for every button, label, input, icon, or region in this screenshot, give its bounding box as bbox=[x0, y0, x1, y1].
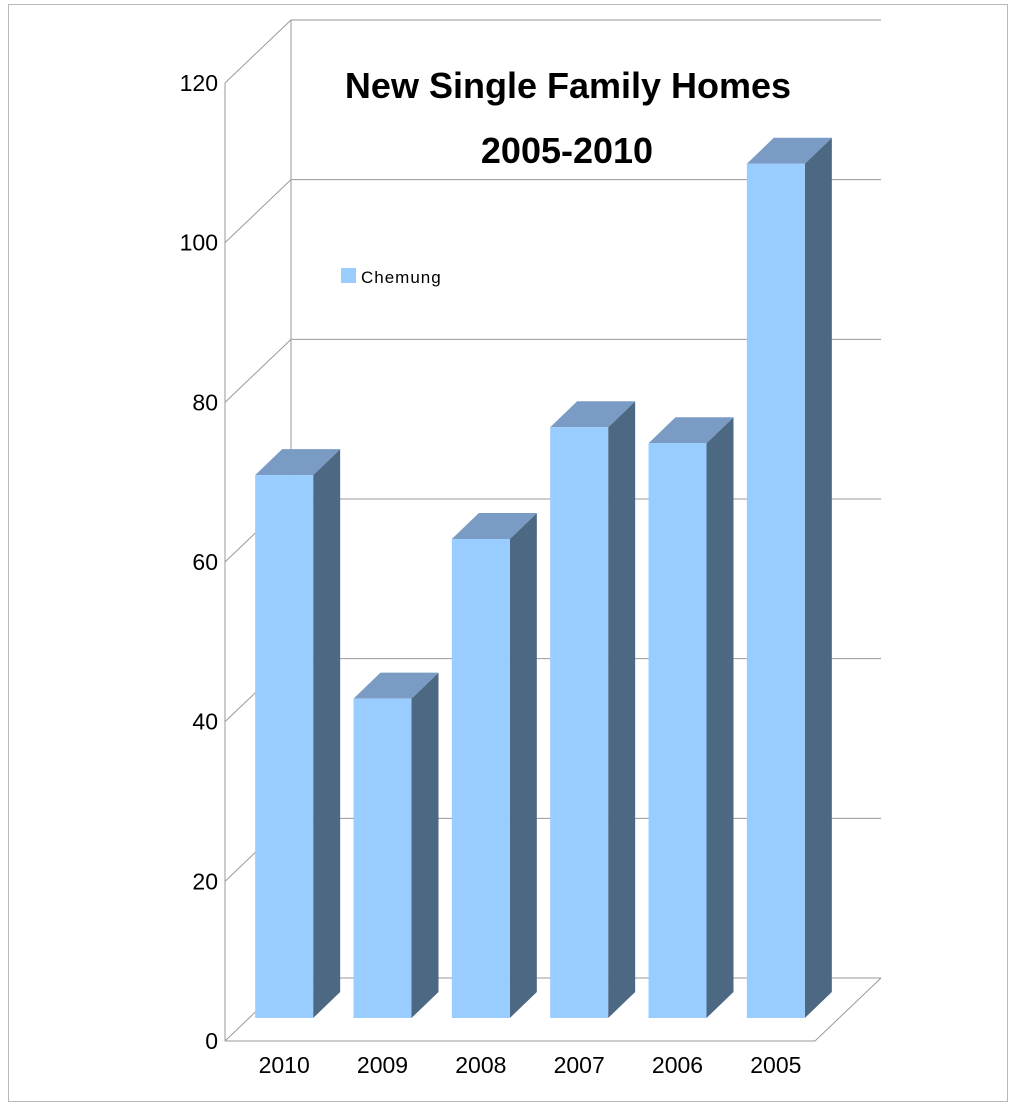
bar-top-2005 bbox=[746, 137, 832, 164]
y-tick-label: 0 bbox=[205, 1028, 218, 1054]
bar-side-2005 bbox=[804, 137, 832, 1019]
y-tick-label: 80 bbox=[192, 389, 218, 415]
legend-swatch-chemung bbox=[341, 268, 356, 283]
bar-2007 bbox=[550, 401, 636, 1018]
bar-top-2007 bbox=[550, 401, 636, 428]
chart-title: New Single Family Homes 2005-2010 bbox=[345, 65, 791, 171]
x-tick-label: 2010 bbox=[259, 1052, 310, 1078]
bar-front-2009 bbox=[353, 698, 412, 1018]
y-tick-label: 40 bbox=[192, 709, 218, 735]
bar-front-2007 bbox=[550, 427, 609, 1018]
bar-top-2010 bbox=[255, 449, 341, 476]
y-tick-label: 20 bbox=[192, 868, 218, 894]
y-tick-label: 60 bbox=[192, 549, 218, 575]
bar-top-2006 bbox=[648, 417, 734, 444]
bar-side-2008 bbox=[509, 513, 537, 1018]
bar-front-2006 bbox=[648, 443, 707, 1018]
tick-labels: 0 20 40 60 80 100 120 2010 2009 2008 2007 2006 2005 bbox=[180, 70, 802, 1078]
floor-edge bbox=[225, 977, 882, 1042]
x-tick-label: 2008 bbox=[455, 1052, 506, 1078]
x-tick-label: 2005 bbox=[750, 1052, 801, 1078]
y-tick-label: 120 bbox=[180, 70, 218, 96]
bar-side-2009 bbox=[411, 672, 439, 1018]
bar-front-2005 bbox=[746, 163, 805, 1019]
bar-2010 bbox=[255, 449, 341, 1019]
x-tick-label: 2006 bbox=[652, 1052, 703, 1078]
chart-title-line-2: 2005-2010 bbox=[481, 130, 653, 171]
bar-2008 bbox=[451, 513, 537, 1018]
bar-2006 bbox=[648, 417, 734, 1018]
bar-front-2008 bbox=[451, 539, 510, 1018]
y-tick-label: 100 bbox=[180, 230, 218, 256]
legend-label-chemung: Chemung bbox=[361, 268, 442, 287]
bar-front-2010 bbox=[255, 475, 314, 1019]
bar-top-2008 bbox=[451, 513, 537, 539]
chart-title-line-1: New Single Family Homes bbox=[345, 65, 791, 106]
bar-side-2010 bbox=[313, 449, 341, 1019]
bar-side-2007 bbox=[608, 401, 636, 1018]
legend: Chemung bbox=[341, 268, 442, 287]
bars bbox=[255, 137, 832, 1019]
bar-top-2009 bbox=[353, 672, 439, 699]
bar-side-2006 bbox=[706, 417, 734, 1018]
x-tick-label: 2009 bbox=[357, 1052, 408, 1078]
bar-2009 bbox=[353, 672, 439, 1018]
bar-2005 bbox=[746, 137, 832, 1019]
x-tick-label: 2007 bbox=[554, 1052, 605, 1078]
